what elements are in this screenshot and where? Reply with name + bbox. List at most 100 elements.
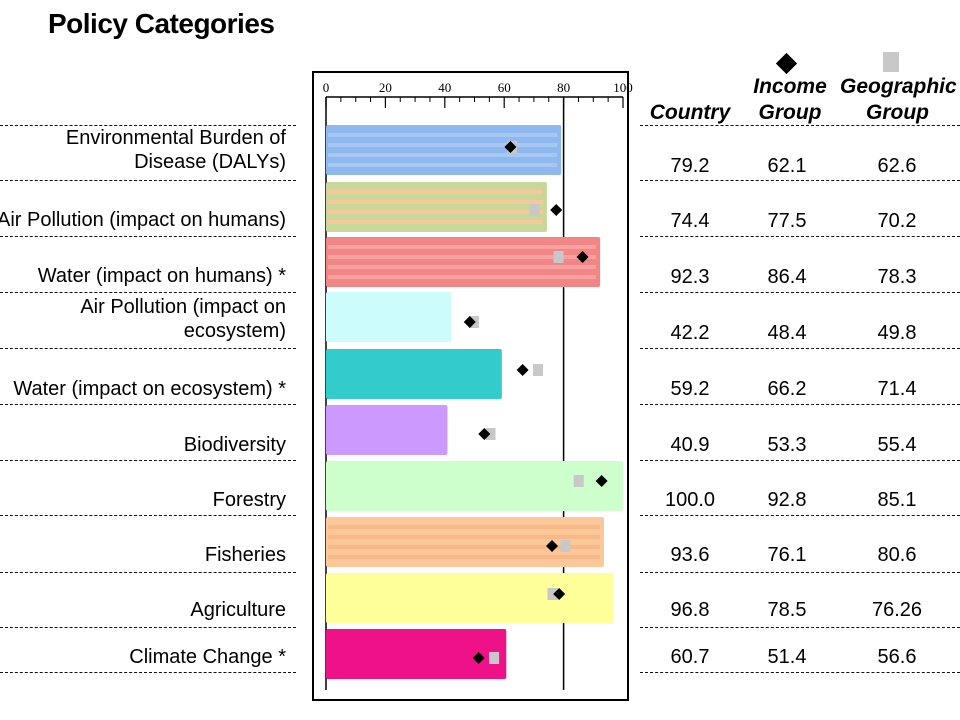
income-group-column-header: Income Group: [753, 75, 827, 124]
row-separator-left: [0, 572, 296, 573]
row-separator-right: [640, 236, 960, 237]
bar-3: [326, 292, 452, 342]
category-label-3: Air Pollution (impact on ecosystem): [80, 296, 286, 342]
x-tick-label: 80: [557, 80, 570, 95]
geographic-group-value: 49.8: [877, 322, 917, 344]
page-title: Policy Categories: [48, 8, 275, 39]
category-label-6: Forestry: [212, 489, 286, 511]
income-marker-3: [463, 316, 476, 328]
bar-4: [326, 349, 502, 399]
x-tick-label: 100: [613, 80, 633, 95]
row-separator-left: [0, 236, 296, 237]
geographic-marker-1: [529, 204, 540, 216]
income-group-value: 51.4: [767, 646, 807, 668]
row-separator-right: [640, 672, 960, 673]
category-label-2: Water (impact on humans) *: [37, 265, 286, 287]
x-tick-label: 60: [498, 80, 511, 95]
income-group-value: 53.3: [767, 434, 807, 456]
bar-6: [326, 461, 623, 511]
geographic-marker-8: [547, 588, 558, 600]
country-value: 60.7: [670, 646, 710, 668]
income-marker-7: [546, 540, 559, 552]
income-group-value: 48.4: [767, 322, 807, 344]
country-value: 100.0: [664, 489, 716, 511]
geographic-group-value: 80.6: [877, 544, 917, 566]
bar-0: [326, 125, 562, 175]
geographic-group-value: 85.1: [877, 489, 917, 511]
country-value: 74.4: [670, 210, 710, 232]
x-tick-label: 40: [438, 80, 451, 95]
chart-frame: [312, 71, 629, 701]
geographic-marker-2: [553, 251, 564, 263]
row-separator-right: [640, 572, 960, 573]
row-separator-left: [0, 515, 296, 516]
income-marker-4: [516, 364, 529, 376]
income-group-value: 78.5: [767, 599, 807, 621]
geographic-group-value: 71.4: [877, 378, 917, 400]
geographic-group-legend-square-icon: [883, 52, 899, 72]
country-value: 96.8: [670, 599, 710, 621]
income-group-value: 92.8: [767, 489, 807, 511]
geographic-group-value: 55.4: [877, 434, 917, 456]
country-value: 79.2: [670, 155, 710, 177]
geographic-marker-9: [489, 652, 500, 664]
income-marker-9: [472, 652, 485, 664]
category-label-1: Air Pollution (impact on humans): [0, 209, 286, 231]
category-label-9: Climate Change *: [129, 646, 286, 668]
row-separator-left: [0, 348, 296, 349]
income-marker-1: [550, 204, 563, 216]
income-marker-2: [576, 251, 589, 263]
bar-8: [326, 573, 614, 623]
geographic-group-column-header: Geographic Group: [840, 75, 957, 124]
row-separator-left: [0, 125, 296, 126]
x-tick-label: 0: [323, 80, 330, 95]
income-marker-6: [595, 475, 608, 487]
income-group-value: 66.2: [767, 378, 807, 400]
category-label-7: Fisheries: [204, 544, 286, 566]
country-column-header: Country: [649, 101, 731, 124]
income-group-value: 62.1: [767, 155, 807, 177]
geographic-group-value: 76.26: [871, 599, 923, 621]
category-label-0: Environmental Burden of Disease (DALYs): [65, 127, 286, 173]
country-value: 42.2: [670, 322, 710, 344]
row-separator-right: [640, 348, 960, 349]
row-separator-left: [0, 460, 296, 461]
income-marker-0: [504, 141, 517, 153]
row-separator-right: [640, 292, 960, 293]
geographic-group-value: 70.2: [877, 210, 917, 232]
category-label-5: Biodiversity: [183, 434, 286, 456]
geographic-marker-5: [485, 428, 496, 440]
bar-2: [326, 237, 601, 287]
row-separator-left: [0, 180, 296, 181]
row-separator-right: [640, 125, 960, 126]
row-separator-right: [640, 460, 960, 461]
income-group-value: 86.4: [767, 266, 807, 288]
category-label-8: Agriculture: [190, 599, 286, 621]
category-label-4: Water (impact on ecosystem) *: [13, 378, 286, 400]
income-marker-8: [553, 588, 566, 600]
geographic-group-value: 78.3: [877, 266, 917, 288]
row-separator-left: [0, 627, 296, 628]
country-value: 93.6: [670, 544, 710, 566]
bar-1: [326, 182, 547, 232]
country-value: 40.9: [670, 434, 710, 456]
country-value: 92.3: [670, 266, 710, 288]
row-separator-right: [640, 180, 960, 181]
country-value: 59.2: [670, 378, 710, 400]
geographic-marker-7: [560, 540, 571, 552]
bar-5: [326, 405, 448, 455]
income-group-value: 76.1: [767, 544, 807, 566]
bar-9: [326, 629, 507, 679]
bar-7: [326, 517, 604, 567]
row-separator-right: [640, 404, 960, 405]
row-separator-left: [0, 672, 296, 673]
row-separator-left: [0, 292, 296, 293]
row-separator-right: [640, 627, 960, 628]
x-tick-label: 20: [379, 80, 392, 95]
geographic-group-value: 56.6: [877, 646, 917, 668]
geographic-marker-4: [533, 364, 544, 376]
geographic-group-value: 62.6: [877, 155, 917, 177]
row-separator-left: [0, 404, 296, 405]
geographic-marker-6: [573, 475, 584, 487]
